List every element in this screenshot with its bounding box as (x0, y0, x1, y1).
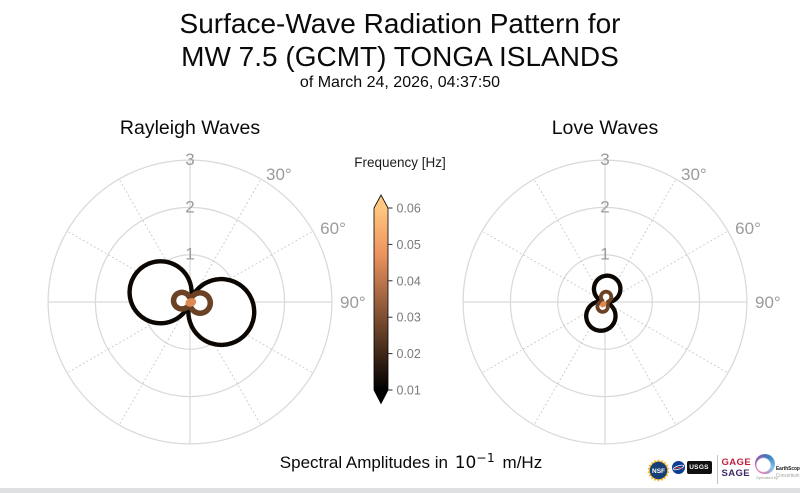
usgs-label: USGS (689, 463, 709, 471)
angle-tick-label: 30° (681, 165, 707, 184)
colorbar-tick-label: 0.03 (397, 311, 421, 325)
angle-tick-label: 90° (755, 293, 781, 312)
colorbar-tick-label: 0.01 (397, 384, 421, 398)
earthscope-operated-by: Operated by (756, 475, 779, 480)
angle-tick-label: 30° (266, 165, 292, 184)
earthscope-logo-icon (755, 454, 775, 474)
logo-strip: NSF USGS GAGE SAGE Operated by EarthScop… (640, 450, 800, 490)
colorbar-title: Frequency [Hz] (354, 155, 446, 170)
usgs-logo: USGS (686, 460, 712, 474)
r-tick-label: 3 (600, 150, 609, 169)
angle-tick-label: 60° (320, 219, 346, 238)
r-tick-label: 1 (600, 245, 609, 264)
footer-amount-exponent: −1 (476, 449, 495, 465)
r-tick-label: 3 (185, 150, 194, 169)
rayleigh-plot-title: Rayleigh Waves (119, 117, 261, 139)
colorbar-tick-label: 0.06 (397, 202, 421, 216)
footer-amount-base: 10 (454, 453, 477, 473)
love-plot-title: Love Waves (551, 117, 659, 139)
radiation-pattern-0.045hz (600, 300, 607, 308)
angle-tick-label: 60° (735, 219, 761, 238)
r-tick-label: 2 (185, 197, 194, 216)
gage-label: GAGE (721, 456, 752, 468)
footer-text: Spectral Amplitudes in (279, 453, 448, 472)
footer-caption: Spectral Amplitudes in 10−1 m/Hz (0, 449, 800, 474)
love-polar-chart: 1 2 3 30° 60° 90° (462, 150, 781, 445)
nsf-logo: NSF (647, 458, 670, 482)
r-tick-label: 2 (600, 197, 609, 216)
colorbar: 0.06 0.05 0.04 0.03 0.02 0.01 (373, 194, 421, 405)
earthscope-consortium: Consortium (775, 473, 799, 479)
angle-tick-label: 90° (340, 293, 366, 312)
figure-title-line1: Surface-Wave Radiation Pattern for (179, 8, 621, 39)
r-tick-label: 1 (185, 245, 194, 264)
colorbar-tick-label: 0.05 (397, 238, 421, 252)
figure-subtitle-date: of March 24, 2026, 04:37:50 (299, 74, 501, 91)
rayleigh-polar-chart: 1 2 3 30° 60° 90° (47, 150, 366, 445)
footer-unit: m/Hz (502, 453, 543, 472)
gage-sage-logo: GAGE SAGE (722, 457, 752, 480)
colorbar-tick-label: 0.04 (397, 274, 421, 288)
figure-title-line2: MW 7.5 (GCMT) TONGA ISLANDS (181, 41, 619, 72)
sage-label: SAGE (721, 467, 751, 479)
polar-grid (462, 159, 748, 445)
window-edge-strip (0, 488, 800, 493)
colorbar-tick-label: 0.02 (397, 347, 421, 361)
nsf-label: NSF (652, 467, 665, 474)
earthscope-name: EarthScope (775, 465, 800, 472)
logo-separator (717, 455, 718, 484)
radiation-pattern-0.045hz (185, 298, 197, 307)
nasa-logo (672, 460, 685, 474)
